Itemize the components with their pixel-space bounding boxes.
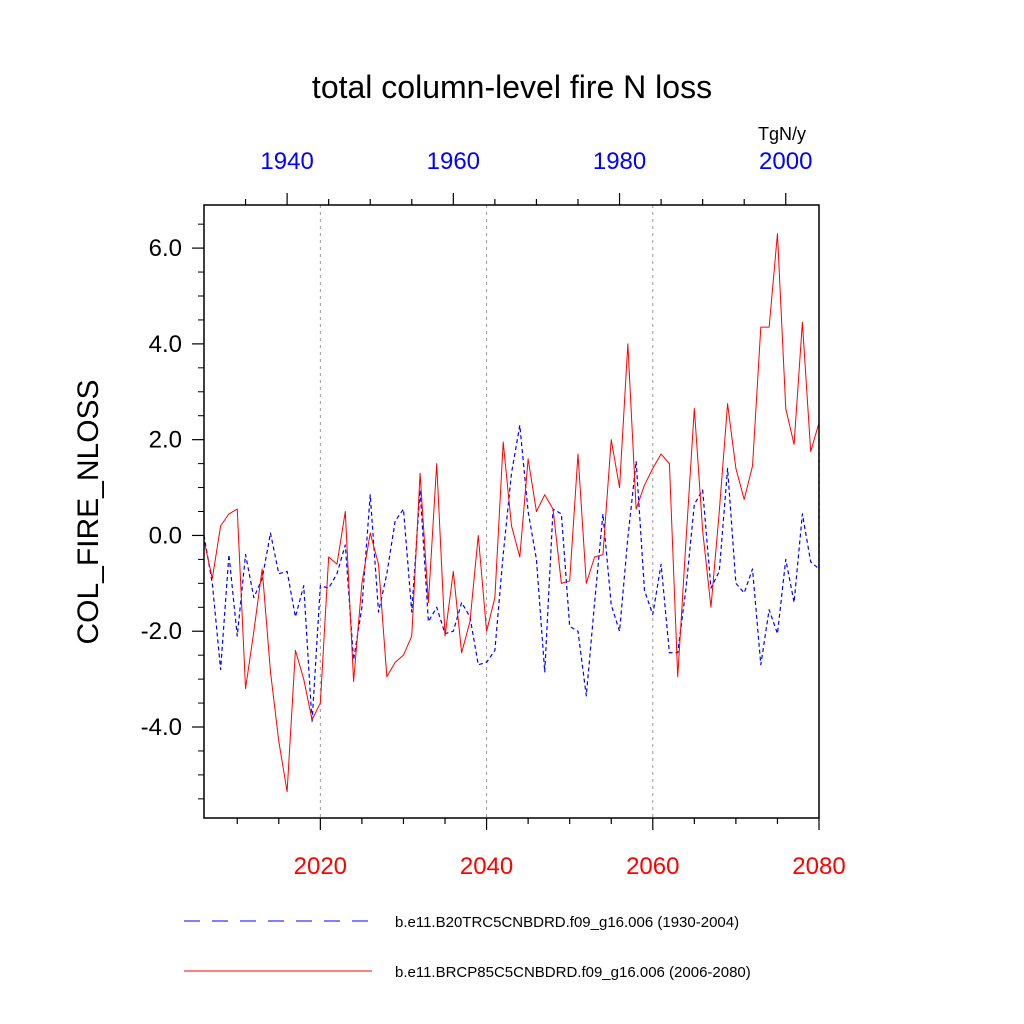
y-tick-label: 2.0 — [149, 427, 182, 454]
y-tick-label: 4.0 — [149, 331, 182, 358]
y-tick-label: -4.0 — [141, 714, 182, 741]
y-tick-label: 0.0 — [149, 522, 182, 549]
y-tick-label: -2.0 — [141, 618, 182, 645]
bottom-tick-label: 2060 — [626, 853, 679, 880]
units-label: TgN/y — [758, 124, 806, 144]
legend: b.e11.B20TRC5CNBDRD.f09_g16.006 (1930-20… — [184, 914, 751, 981]
bottom-tick-label: 2040 — [460, 853, 513, 880]
series-layer — [203, 233, 820, 793]
axis-ticks: -4.0 -2.0 0.0 2.0 4.0 6.0 2020 2040 2060 2080 1940… — [141, 148, 846, 880]
series-line-historical — [203, 424, 820, 723]
y-axis-label: COL_FIRE_NLOSS — [72, 379, 105, 644]
legend-label-rcp85: b.e11.BRCP85C5CNBDRD.f09_g16.006 (2006-2… — [395, 964, 751, 981]
chart-title: total column-level fire N loss — [312, 69, 712, 105]
top-tick-label: 1960 — [427, 148, 480, 175]
series-line-rcp85 — [203, 233, 820, 793]
bottom-tick-label: 2080 — [792, 853, 845, 880]
top-tick-label: 1940 — [260, 148, 313, 175]
top-tick-label: 2000 — [759, 148, 812, 175]
gridlines — [319, 205, 654, 818]
top-tick-label: 1980 — [593, 148, 646, 175]
bottom-tick-label: 2020 — [294, 853, 347, 880]
plot-frame — [203, 204, 820, 819]
legend-label-historical: b.e11.B20TRC5CNBDRD.f09_g16.006 (1930-20… — [395, 914, 739, 931]
y-tick-label: 6.0 — [149, 235, 182, 262]
